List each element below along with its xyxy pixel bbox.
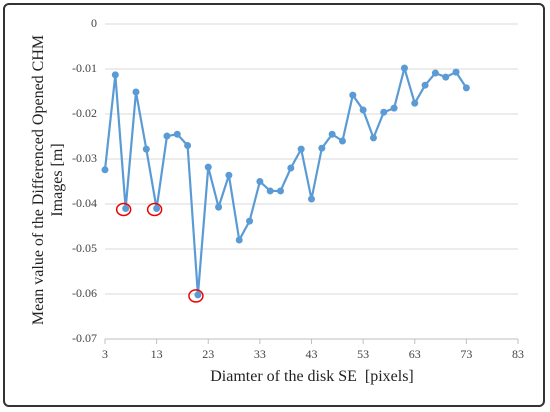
data-point [277,187,285,195]
data-point [246,217,254,225]
data-point [338,137,346,145]
data-point [308,195,315,203]
x-tick-label: 53 [357,347,369,361]
highlight-circle [188,289,204,303]
x-tick-label: 3 [102,347,108,361]
x-tick-label: 83 [512,347,524,361]
y-tick-label: -0.05 [72,241,97,255]
y-tick-label: -0.03 [72,151,97,165]
data-point [132,88,140,96]
data-point [431,69,439,77]
data-point [235,236,243,244]
x-tick-label: 43 [306,347,318,361]
data-point [215,203,223,211]
data-point [111,71,119,79]
y-tick-label: -0.02 [72,106,97,120]
y-tick-label: -0.07 [72,331,97,345]
data-point [122,205,130,212]
y-axis-title: Mean value of the Differenced Opened CHM… [30,34,66,326]
data-point [380,108,388,116]
data-point [411,99,419,107]
highlight-circle [146,202,163,217]
y-tick-label: -0.04 [72,196,97,210]
data-point [400,64,408,72]
y-tick-label: 0 [91,16,97,30]
data-point [369,134,377,142]
y-tick-label: -0.06 [72,286,97,300]
data-point [442,73,450,81]
data-point [101,166,109,174]
data-point [184,142,192,149]
data-point [142,145,150,153]
data-point [225,171,233,179]
data-point [390,104,398,112]
data-point [194,291,202,299]
x-tick-label: 13 [151,347,163,361]
data-point [287,164,295,172]
series-line [103,63,468,295]
y-tick-label: -0.01 [72,61,97,75]
data-point [153,205,161,212]
data-point [266,187,274,195]
data-point [462,84,470,92]
data-point [421,81,429,89]
data-point [256,178,264,185]
x-tick-label: 23 [202,347,214,361]
data-point [452,68,460,76]
data-point [328,130,336,138]
data-point [349,91,357,99]
data-point [163,132,171,140]
x-tick-label: 33 [254,347,266,361]
x-tick-label: 63 [409,347,421,361]
data-point [359,106,367,114]
data-point [173,130,181,138]
data-point [318,144,326,152]
data-point [297,145,305,153]
data-point [204,163,212,171]
frame [3,3,545,407]
x-tick-label: 73 [460,347,472,361]
x-axis-title: Diamter of the disk SE [pixels] [210,368,414,385]
highlight-circle [115,202,132,217]
